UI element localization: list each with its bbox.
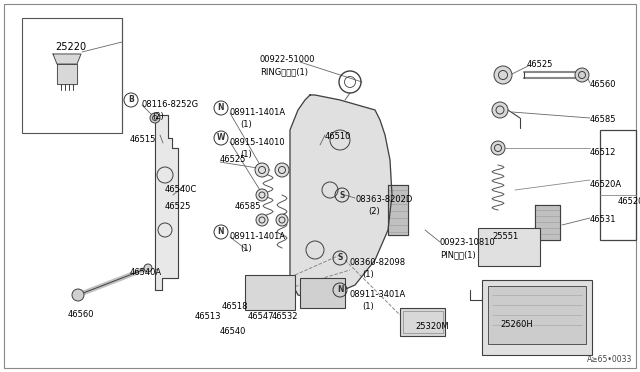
Text: (2): (2) bbox=[152, 112, 164, 121]
Text: N: N bbox=[218, 228, 224, 237]
Text: (1): (1) bbox=[240, 244, 252, 253]
Text: 25220: 25220 bbox=[55, 42, 86, 52]
Bar bbox=[478, 228, 540, 266]
Text: S: S bbox=[339, 190, 345, 199]
Bar bbox=[22, 18, 122, 133]
Text: 25551: 25551 bbox=[492, 232, 518, 241]
Text: 08360-82098: 08360-82098 bbox=[350, 258, 406, 267]
Text: 08116-8252G: 08116-8252G bbox=[142, 100, 199, 109]
Text: S: S bbox=[337, 253, 342, 263]
Text: (2): (2) bbox=[368, 207, 380, 216]
Text: RINGリング(1): RINGリング(1) bbox=[260, 67, 308, 76]
Text: N: N bbox=[218, 103, 224, 112]
Text: PINピン(1): PINピン(1) bbox=[440, 250, 476, 259]
Text: 46560: 46560 bbox=[68, 310, 95, 319]
Circle shape bbox=[494, 66, 512, 84]
Text: 46518: 46518 bbox=[222, 302, 248, 311]
Bar bbox=[300, 278, 345, 308]
Circle shape bbox=[144, 264, 152, 272]
Text: 08911-3401A: 08911-3401A bbox=[350, 290, 406, 299]
Text: 00922-51000: 00922-51000 bbox=[260, 55, 316, 64]
Text: 25260H: 25260H bbox=[500, 320, 532, 329]
Text: 08363-8202D: 08363-8202D bbox=[355, 195, 412, 204]
Text: 08915-14010: 08915-14010 bbox=[230, 138, 285, 147]
Bar bbox=[600, 130, 636, 240]
Bar bbox=[482, 280, 592, 355]
Text: 46540A: 46540A bbox=[130, 268, 162, 277]
Bar bbox=[400, 308, 445, 336]
Text: 25320M: 25320M bbox=[415, 322, 449, 331]
Text: N: N bbox=[337, 285, 343, 295]
Circle shape bbox=[492, 102, 508, 118]
Text: 08911-1401A: 08911-1401A bbox=[230, 232, 286, 241]
Text: 46510: 46510 bbox=[325, 132, 351, 141]
Text: 46512: 46512 bbox=[590, 148, 616, 157]
Text: 46585: 46585 bbox=[235, 202, 262, 211]
Circle shape bbox=[491, 141, 505, 155]
Circle shape bbox=[255, 163, 269, 177]
Text: 46525: 46525 bbox=[165, 202, 191, 211]
Text: 46560: 46560 bbox=[590, 80, 616, 89]
Text: 46531: 46531 bbox=[590, 215, 616, 224]
Text: 00923-10810: 00923-10810 bbox=[440, 238, 496, 247]
Text: 46515: 46515 bbox=[130, 135, 156, 144]
Polygon shape bbox=[155, 115, 178, 290]
Text: 46525: 46525 bbox=[220, 155, 246, 164]
Text: 46532: 46532 bbox=[272, 312, 298, 321]
Polygon shape bbox=[388, 185, 408, 235]
Bar bbox=[245, 275, 295, 310]
Text: (1): (1) bbox=[240, 120, 252, 129]
Circle shape bbox=[150, 113, 160, 123]
Text: 46540: 46540 bbox=[220, 327, 246, 336]
Text: 46547: 46547 bbox=[248, 312, 275, 321]
Text: B: B bbox=[128, 96, 134, 105]
Polygon shape bbox=[57, 64, 77, 84]
Text: 46525: 46525 bbox=[527, 60, 554, 69]
Circle shape bbox=[575, 68, 589, 82]
Polygon shape bbox=[290, 95, 392, 300]
Polygon shape bbox=[535, 205, 560, 240]
Text: A≥65•0033: A≥65•0033 bbox=[587, 355, 632, 364]
Bar bbox=[403, 311, 443, 333]
Text: 46540C: 46540C bbox=[165, 185, 197, 194]
Text: (1): (1) bbox=[240, 150, 252, 159]
Circle shape bbox=[276, 214, 288, 226]
Circle shape bbox=[256, 189, 268, 201]
Circle shape bbox=[72, 289, 84, 301]
Text: 46585: 46585 bbox=[590, 115, 616, 124]
Text: 46520A: 46520A bbox=[590, 180, 622, 189]
Text: 46520: 46520 bbox=[618, 197, 640, 206]
Bar bbox=[488, 286, 586, 344]
Circle shape bbox=[275, 163, 289, 177]
Circle shape bbox=[256, 214, 268, 226]
Text: (1): (1) bbox=[362, 302, 374, 311]
Text: (1): (1) bbox=[362, 270, 374, 279]
Polygon shape bbox=[53, 54, 81, 64]
Text: W: W bbox=[217, 134, 225, 142]
Text: 46513: 46513 bbox=[195, 312, 221, 321]
Text: 08911-1401A: 08911-1401A bbox=[230, 108, 286, 117]
